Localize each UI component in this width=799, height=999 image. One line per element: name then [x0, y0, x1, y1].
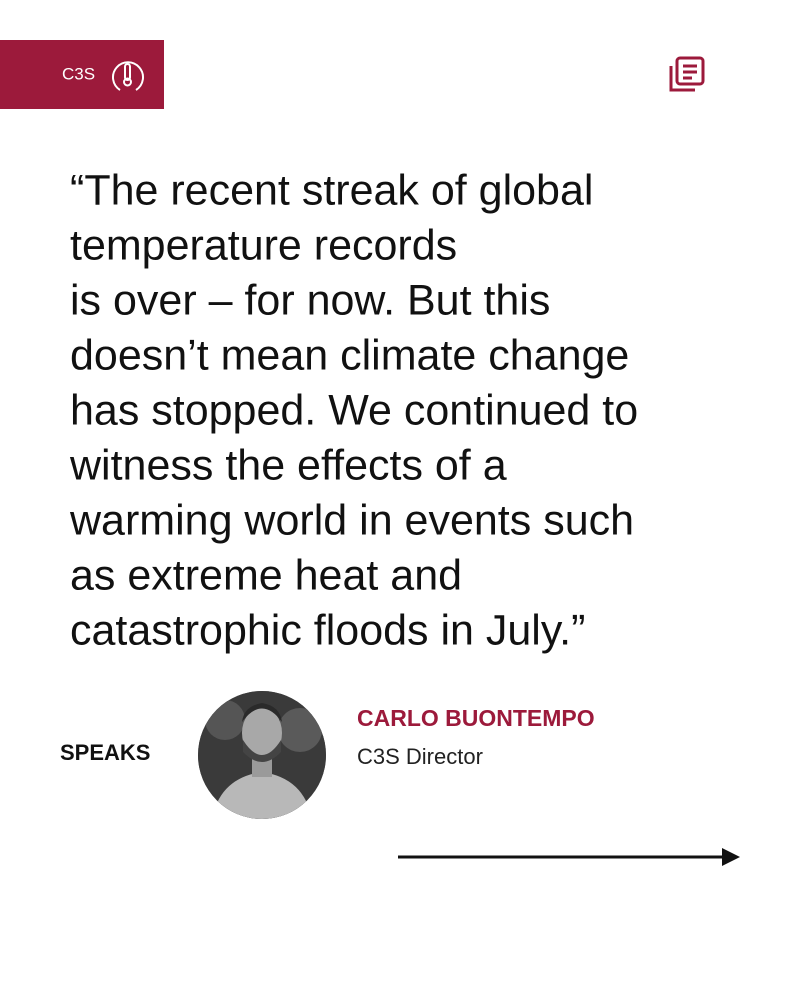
quote-line: doesn’t mean climate change [70, 331, 629, 379]
logo-banner [0, 40, 164, 109]
quote-line: is over – for now. But this [70, 276, 550, 324]
speaks-tag: SPEAKS [60, 740, 150, 765]
quote-line: temperature records [70, 221, 457, 269]
quote-line: warming world in events such [69, 496, 634, 544]
quote-line: catastrophic floods in July.” [70, 606, 585, 654]
quote: “The recent streak of global temperature … [69, 166, 638, 654]
quote-line: “The recent streak of global [70, 166, 593, 214]
speaker-photo [198, 691, 326, 819]
article-icon[interactable] [669, 56, 705, 92]
logo-icon [112, 61, 144, 91]
speaker-role: C3S Director [357, 744, 483, 769]
speaker-name: CARLO BUONTEMPO [357, 705, 595, 731]
logo-text: C3S [62, 64, 95, 83]
quote-line: witness the effects of a [69, 441, 507, 489]
next-arrow[interactable] [398, 848, 740, 866]
quote-line: has stopped. We continued to [70, 386, 638, 434]
quote-line: as extreme heat and [70, 551, 462, 599]
